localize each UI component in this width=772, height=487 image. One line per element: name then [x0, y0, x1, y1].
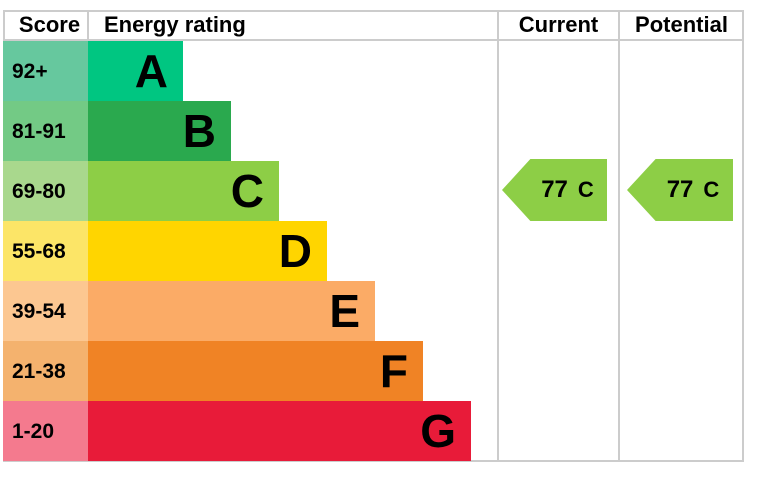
band-letter: A — [134, 45, 168, 97]
band-bar: B — [88, 101, 231, 161]
potential-column-divider — [618, 10, 620, 462]
band-row: 69-80 C — [3, 161, 743, 221]
band-row: 92+ A — [3, 41, 743, 101]
band-bar: E — [88, 281, 375, 341]
band-letter: F — [379, 345, 408, 397]
column-header-score: Score — [18, 12, 81, 37]
band-letter: C — [230, 165, 264, 217]
band-score-range: 69-80 — [3, 161, 88, 221]
potential-rating-band: C — [703, 177, 720, 202]
band-row: 21-38 F — [3, 341, 743, 401]
band-rows: 92+ A 81-91 B 69-80 C 55-68 D 39-54 E 21… — [3, 41, 743, 461]
band-letter: B — [182, 105, 216, 157]
table-right-border — [742, 10, 744, 462]
band-row: 1-20 G — [3, 401, 743, 461]
band-row: 81-91 B — [3, 101, 743, 161]
potential-rating-value: 77 — [666, 176, 694, 203]
band-score-range: 81-91 — [3, 101, 88, 161]
column-header-rating: Energy rating — [104, 12, 246, 37]
current-rating-band: C — [577, 177, 594, 202]
column-header-potential: Potential — [635, 12, 728, 37]
band-letter: E — [329, 285, 360, 337]
band-bar: A — [88, 41, 183, 101]
band-letter: G — [420, 405, 456, 457]
band-score-range: 1-20 — [3, 401, 88, 461]
band-row: 55-68 D — [3, 221, 743, 281]
band-bar: F — [88, 341, 423, 401]
score-column-divider — [87, 10, 89, 41]
table-bottom-border — [3, 460, 744, 462]
header-bottom-divider — [3, 39, 744, 41]
band-bar: G — [88, 401, 471, 461]
band-score-range: 39-54 — [3, 281, 88, 341]
band-letter: D — [278, 225, 312, 277]
table-top-border — [3, 10, 744, 12]
band-row: 39-54 E — [3, 281, 743, 341]
current-rating-value: 77 — [541, 176, 568, 203]
band-score-range: 92+ — [3, 41, 88, 101]
column-header-current: Current — [518, 12, 599, 37]
band-bar: D — [88, 221, 327, 281]
band-bar: C — [88, 161, 279, 221]
current-column-divider — [497, 10, 499, 462]
band-score-range: 21-38 — [3, 341, 88, 401]
band-score-range: 55-68 — [3, 221, 88, 281]
